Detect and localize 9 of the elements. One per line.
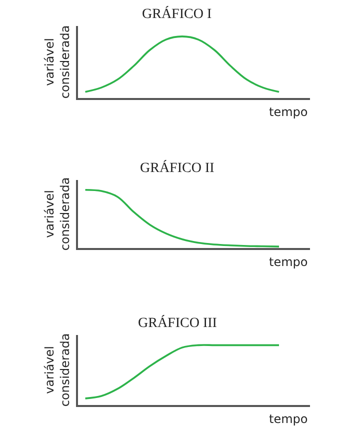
y-axis-title: variável considerada [42, 333, 72, 407]
x-axis-title: tempo [269, 412, 308, 426]
chart-title: GRÁFICO II [140, 159, 215, 176]
x-axis-title: tempo [269, 105, 308, 119]
x-axis-title: tempo [269, 255, 308, 269]
y-axis-title: variável considerada [42, 177, 72, 251]
chart-title: GRÁFICO I [142, 5, 212, 22]
y-axis-title: variável considerada [42, 25, 72, 99]
chart-title: GRÁFICO III [138, 314, 218, 331]
